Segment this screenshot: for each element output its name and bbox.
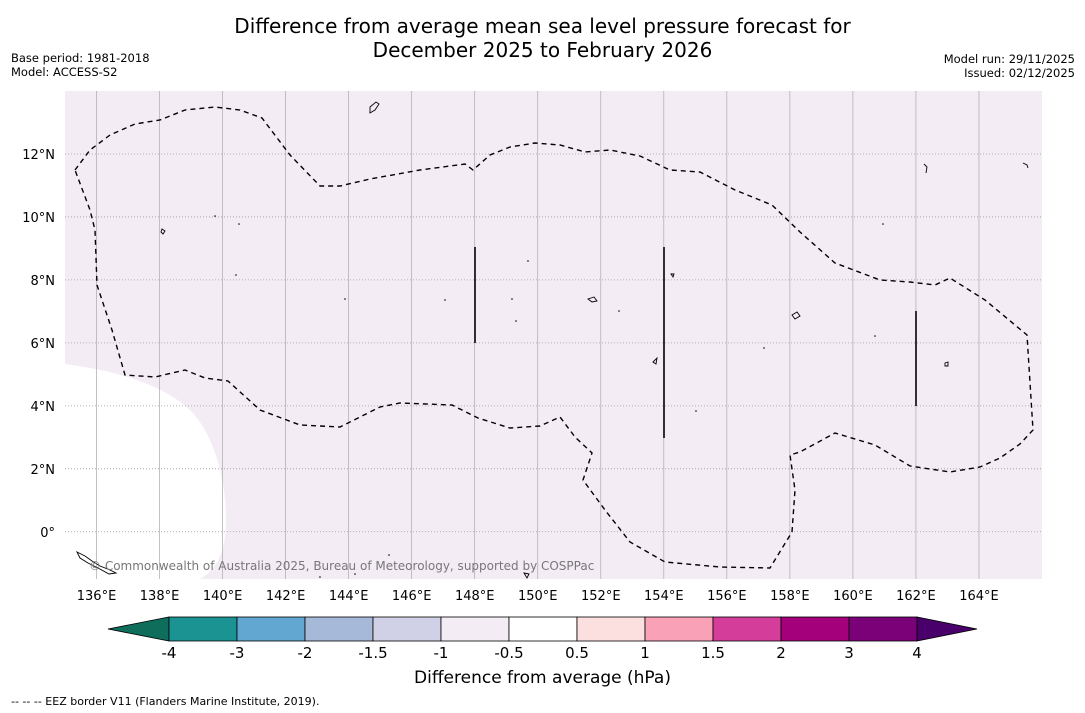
island — [75, 550, 118, 575]
footer-legend: -- -- -- EEZ border V11 (Flanders Marine… — [11, 695, 320, 708]
island — [587, 296, 598, 303]
small-islands — [214, 215, 884, 578]
colorbar-segment — [712, 616, 782, 642]
model-run: Model run: 29/11/2025 — [943, 52, 1075, 66]
island — [791, 311, 801, 320]
latitude-tick-label: 8°N — [31, 274, 56, 289]
latitude-tick-label: 12°N — [22, 148, 55, 163]
island — [523, 572, 530, 579]
colorbar-tick-label: 3 — [844, 644, 854, 662]
colorbar-segment — [576, 616, 646, 642]
map-title: Difference from average mean sea level p… — [0, 14, 1085, 62]
longitude-tick-label: 140°E — [203, 589, 243, 604]
eez-border — [74, 106, 1034, 569]
colorbar-segment — [168, 616, 238, 642]
island — [652, 356, 658, 365]
longitude-tick-label: 164°E — [959, 589, 999, 604]
latitude-tick-label: 10°N — [22, 211, 55, 226]
longitude-tick-label: 148°E — [455, 589, 495, 604]
colorbar-tick-label: 1 — [640, 644, 650, 662]
graticule — [65, 91, 1042, 579]
colorbar-tick-label: -3 — [230, 644, 245, 662]
islands — [75, 101, 1029, 579]
map-background — [65, 91, 1042, 579]
colorbar-tick-label: 2 — [776, 644, 786, 662]
colorbar-tick-label: -0.5 — [494, 644, 523, 662]
colorbar-tick-label: -1 — [434, 644, 449, 662]
colorbar: -4 -3 -2 -1.5 -1 -0.5 0.5 1 1.5 2 3 4 — [107, 616, 978, 662]
colorbar-tick-label: 0.5 — [565, 644, 589, 662]
colorbar-segment — [440, 616, 510, 642]
meta-right: Model run: 29/11/2025 Issued: 02/12/2025 — [944, 52, 1075, 80]
longitude-tick-label: 160°E — [833, 589, 873, 604]
island — [923, 163, 928, 174]
title-line-1: Difference from average mean sea level p… — [234, 14, 851, 38]
issued-date: Issued: 02/12/2025 — [964, 66, 1075, 80]
latitude-tick-label: 6°N — [31, 337, 56, 352]
colorbar-segment — [644, 616, 714, 642]
colorbar-title: Difference from average (hPa) — [414, 668, 671, 688]
colorbar-extend-low — [107, 616, 170, 642]
island — [1022, 162, 1029, 169]
colorbar-tick-label: 1.5 — [701, 644, 725, 662]
latitude-labels: 0° 2°N 4°N 6°N 8°N 10°N 12°N — [22, 148, 55, 541]
longitude-tick-label: 152°E — [581, 589, 621, 604]
no-data-region — [65, 364, 226, 579]
longitude-tick-label: 162°E — [896, 589, 936, 604]
colorbar-tick-label: 4 — [912, 644, 922, 662]
latitude-tick-label: 4°N — [31, 400, 56, 415]
colorbar-segment — [508, 616, 578, 642]
base-period: Base period: 1981-2018 — [11, 51, 150, 65]
colorbar-segment — [236, 616, 306, 642]
longitude-tick-label: 142°E — [266, 589, 306, 604]
longitude-tick-label: 146°E — [392, 589, 432, 604]
colorbar-tick-label: -2 — [298, 644, 313, 662]
colorbar-segment — [372, 616, 442, 642]
title-line-2: December 2025 to February 2026 — [372, 38, 713, 62]
island — [670, 273, 675, 279]
colorbar-tick-label: -4 — [162, 644, 177, 662]
colorbar-extend-high — [916, 616, 978, 642]
longitude-tick-label: 150°E — [518, 589, 558, 604]
latitude-tick-label: 2°N — [31, 463, 56, 478]
latitude-tick-label: 0° — [40, 526, 55, 541]
colorbar-segment — [304, 616, 374, 642]
island — [944, 361, 949, 367]
island — [369, 101, 380, 114]
colorbar-segment — [780, 616, 850, 642]
longitude-tick-label: 158°E — [770, 589, 810, 604]
longitude-labels: 136°E 138°E 140°E 142°E 144°E 146°E 148°E 150°E… — [77, 589, 999, 604]
model-name: Model: ACCESS-S2 — [11, 65, 118, 79]
meta-left: Base period: 1981-2018 Model: ACCESS-S2 — [11, 51, 150, 79]
colorbar-segment — [848, 616, 918, 642]
longitude-tick-label: 154°E — [644, 589, 684, 604]
copyright-notice: © Commonwealth of Australia 2025, Bureau… — [89, 559, 594, 573]
longitude-tick-label: 138°E — [140, 589, 180, 604]
longitude-tick-label: 156°E — [707, 589, 747, 604]
longitude-tick-label: 136°E — [77, 589, 117, 604]
island — [160, 228, 166, 235]
longitude-tick-label: 144°E — [329, 589, 369, 604]
colorbar-tick-label: -1.5 — [358, 644, 387, 662]
